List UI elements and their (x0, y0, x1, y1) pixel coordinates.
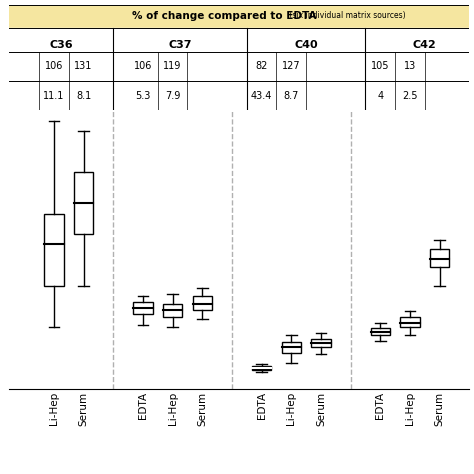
Text: 105: 105 (371, 61, 390, 71)
Bar (430, 248, 449, 267)
Text: 8.7: 8.7 (283, 91, 299, 100)
Text: 13: 13 (404, 61, 416, 71)
Text: 119: 119 (164, 61, 182, 71)
Bar (252, 366, 271, 370)
Bar (133, 302, 153, 314)
Bar (311, 339, 330, 347)
Bar (45, 213, 64, 286)
Text: 106: 106 (134, 61, 152, 71)
Text: C37: C37 (168, 40, 192, 50)
Bar (9, 5, 469, 28)
Text: C40: C40 (294, 40, 318, 50)
Text: % of change compared to EDTA: % of change compared to EDTA (132, 11, 317, 21)
Bar (371, 328, 390, 335)
Bar (192, 296, 212, 310)
Text: C42: C42 (413, 40, 437, 50)
Text: 106: 106 (45, 61, 63, 71)
Bar (74, 172, 93, 234)
Bar (282, 342, 301, 353)
Bar (400, 317, 419, 327)
Text: 127: 127 (282, 61, 301, 71)
Text: 11.1: 11.1 (43, 91, 64, 100)
Text: 8.1: 8.1 (76, 91, 91, 100)
Bar (163, 304, 182, 317)
Text: 2.5: 2.5 (402, 91, 418, 100)
Text: 43.4: 43.4 (251, 91, 272, 100)
Text: (six individual matrix sources): (six individual matrix sources) (287, 11, 405, 20)
Text: 5.3: 5.3 (135, 91, 151, 100)
Text: 4: 4 (377, 91, 383, 100)
Text: 82: 82 (255, 61, 268, 71)
Text: 131: 131 (74, 61, 93, 71)
Text: 7.9: 7.9 (165, 91, 180, 100)
Bar (9, 28, 469, 110)
Text: C36: C36 (50, 40, 73, 50)
